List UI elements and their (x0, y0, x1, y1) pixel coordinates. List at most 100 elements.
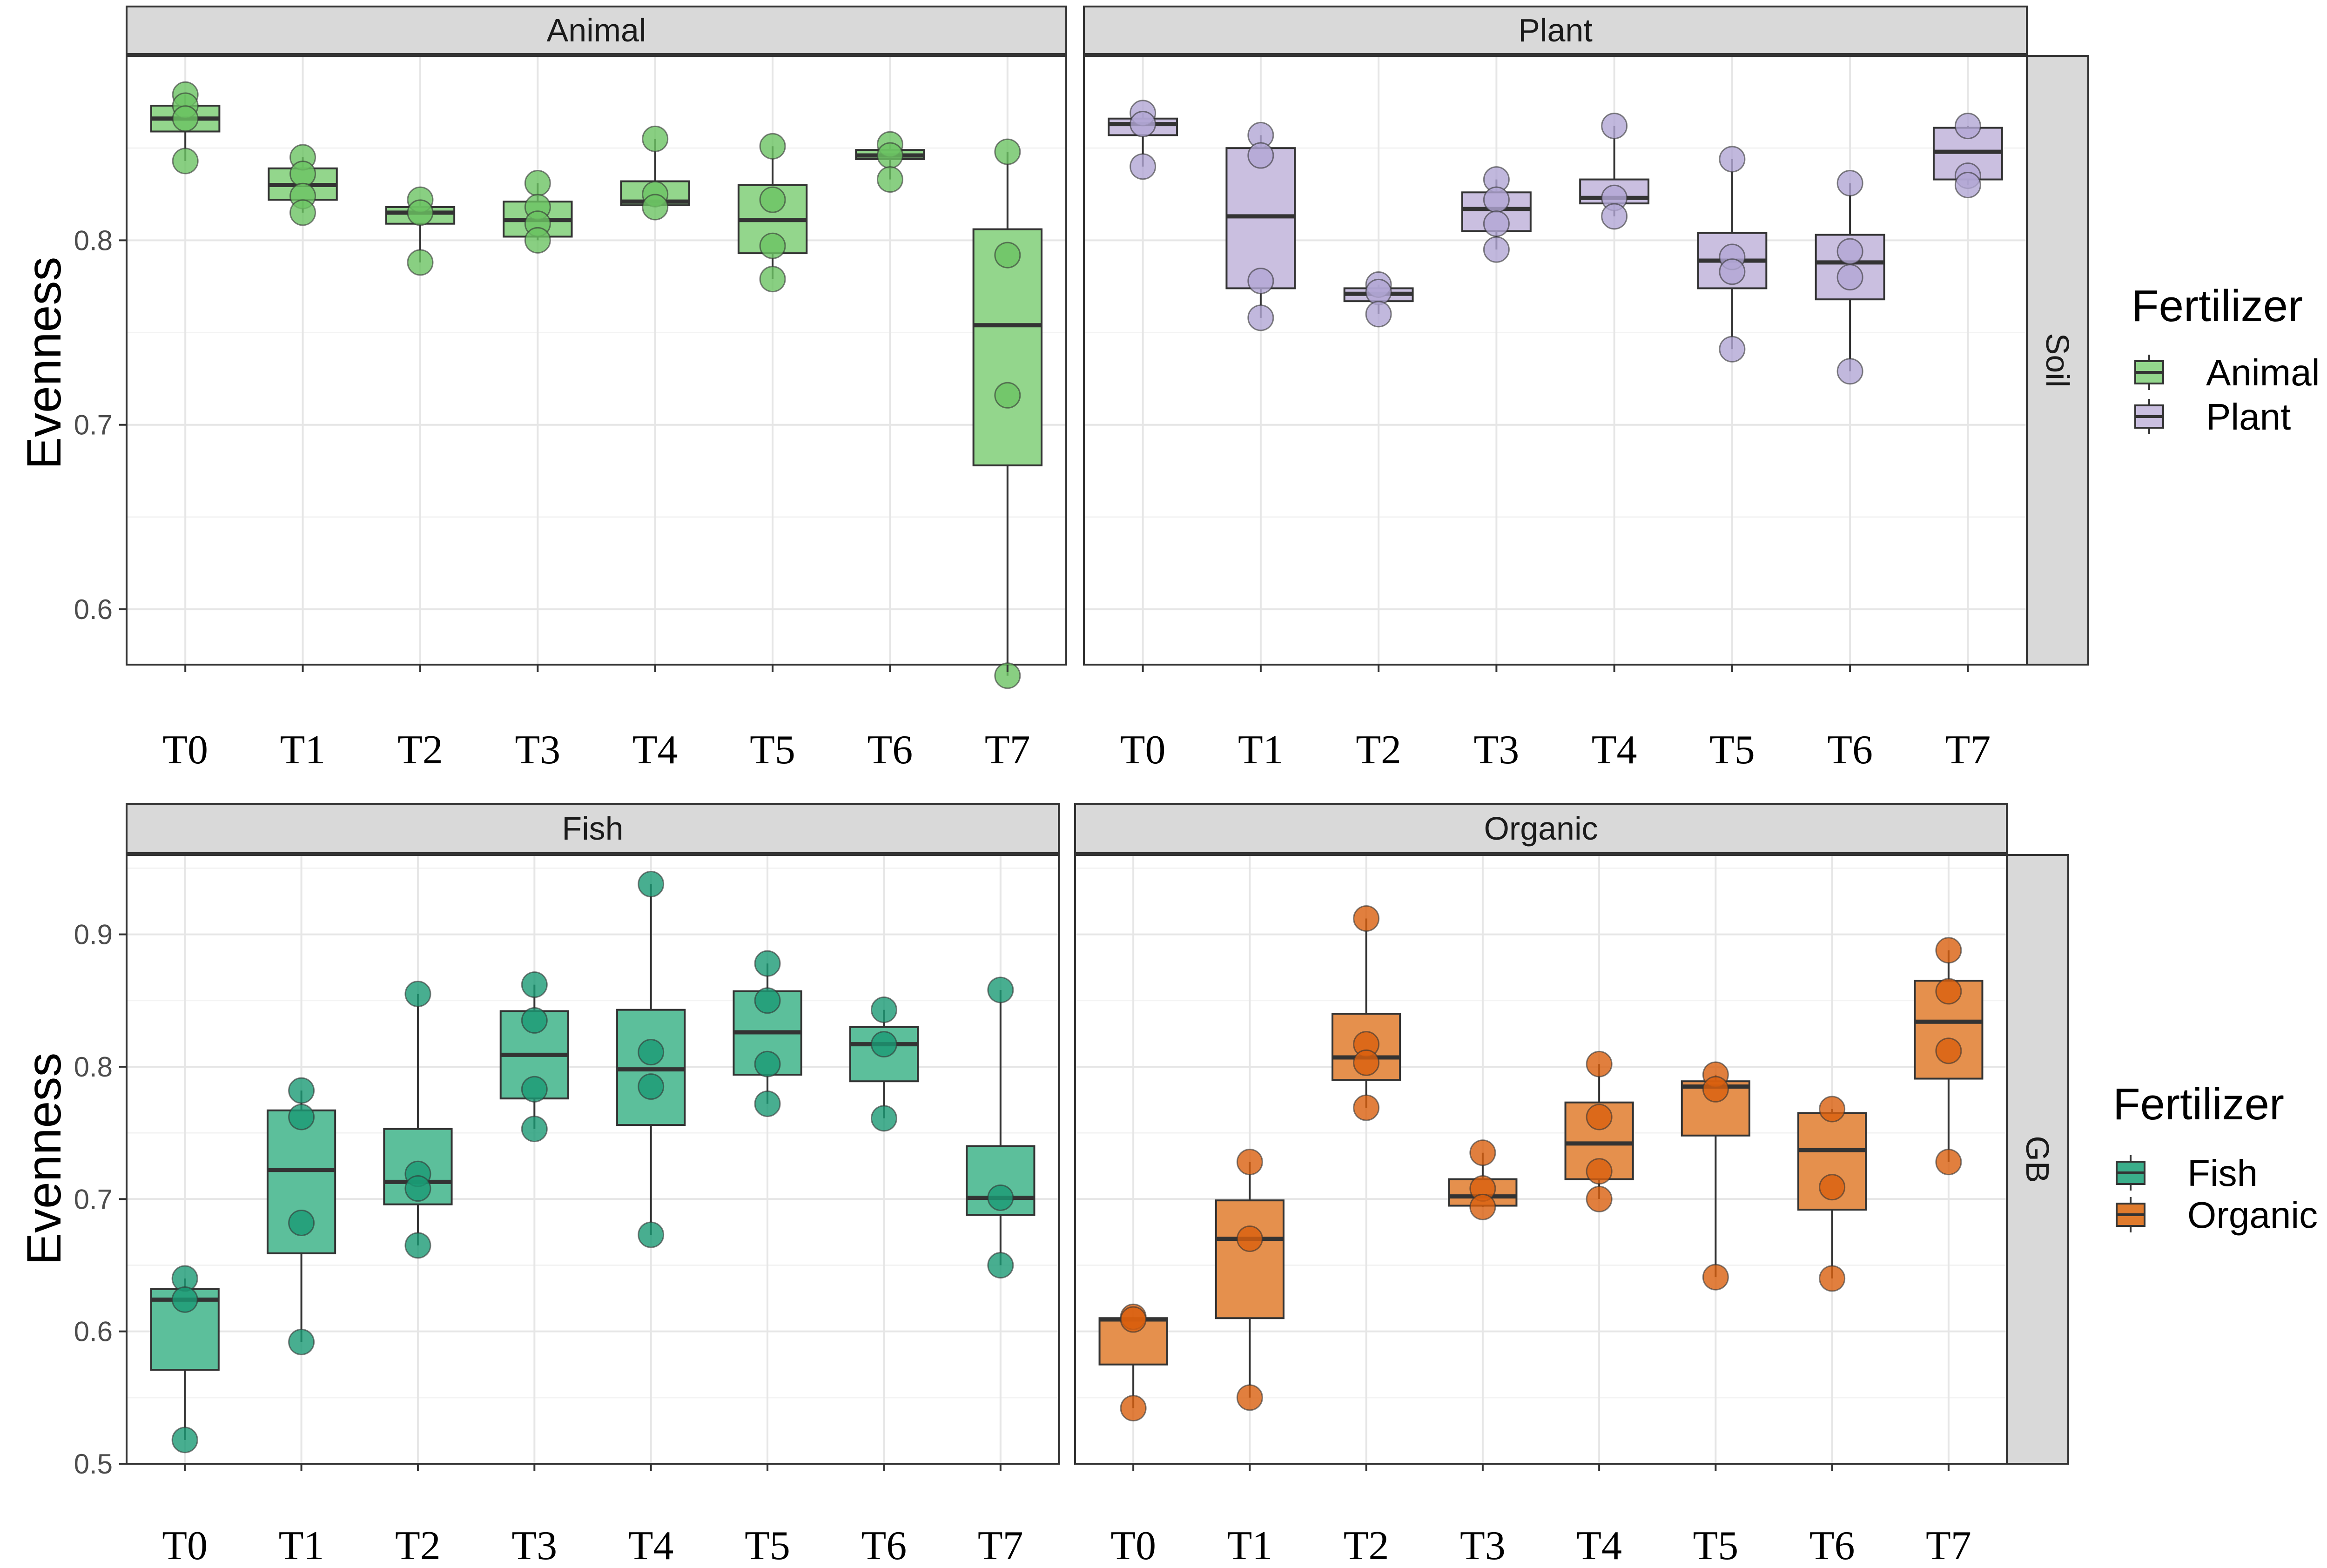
data-point (754, 950, 781, 977)
facet-panel-plant: Plant T0 T1 T2 T3 T4 T5 T6 T7 (1083, 6, 2028, 773)
data-point (1130, 153, 1157, 180)
data-point (289, 161, 316, 188)
data-point (1353, 905, 1380, 932)
data-point (1601, 203, 1628, 230)
x-tick-label: T7 (978, 1523, 1023, 1568)
data-point (870, 1105, 897, 1132)
data-point (1586, 1158, 1613, 1185)
legend-label: Organic (2187, 1194, 2318, 1236)
data-point (994, 242, 1021, 269)
data-point (1819, 1174, 1846, 1201)
box-T5 (733, 950, 802, 1117)
facet-strip (126, 803, 1060, 854)
panel-background (126, 55, 1067, 666)
box-T0 (1108, 100, 1178, 180)
panel-background (1074, 854, 2008, 1465)
y-tick-label: 0.5 (74, 1448, 113, 1480)
x-tick-label: T1 (1238, 727, 1284, 773)
box-T3 (1461, 166, 1532, 263)
data-point (987, 976, 1014, 1003)
legend-label: Fish (2187, 1152, 2258, 1194)
box-T0 (150, 81, 221, 175)
data-point (521, 1076, 548, 1103)
x-tick-label: T3 (511, 1523, 557, 1568)
data-point (1935, 937, 1962, 964)
data-point (1586, 1050, 1613, 1077)
data-point (994, 138, 1021, 165)
data-point (1702, 1076, 1729, 1103)
facet-panel-fish: Fish T0 T1 T2 T3 T4 T5 T6 T7 0.5 0.6 0.7 0.8 0.9 (74, 803, 1060, 1568)
data-point (521, 1116, 548, 1143)
legend-key (2116, 1155, 2145, 1191)
x-tick-label: T4 (632, 727, 678, 773)
data-point (876, 142, 903, 169)
legend-key (2134, 399, 2164, 434)
data-point (987, 1184, 1014, 1211)
data-point (754, 1050, 781, 1077)
box-T2 (1332, 905, 1401, 1121)
x-tick-label: T0 (162, 1523, 208, 1568)
y-tick-label: 0.9 (74, 919, 113, 950)
box-T7 (966, 976, 1036, 1279)
box-T6 (849, 996, 919, 1132)
box-T1 (268, 144, 338, 226)
box-T5 (1697, 146, 1768, 363)
data-point (1365, 278, 1392, 305)
data-point (1586, 1185, 1613, 1212)
x-tick-label: T5 (1693, 1523, 1738, 1568)
box-T3 (1448, 1139, 1518, 1220)
data-point (1819, 1265, 1846, 1292)
box-T4 (1579, 113, 1650, 230)
data-point (404, 1175, 431, 1202)
x-tick-label: T0 (1120, 727, 1166, 773)
box-T4 (1564, 1050, 1634, 1212)
data-point (521, 971, 548, 998)
legend-label: Plant (2206, 396, 2291, 437)
data-point (1836, 169, 1863, 196)
x-tick-label: T3 (1473, 727, 1519, 773)
data-point (407, 249, 434, 276)
data-point (870, 1031, 897, 1058)
data-point (1483, 186, 1510, 213)
x-tick-label: T6 (1827, 727, 1873, 773)
box-T6 (855, 131, 925, 193)
data-point (1483, 210, 1510, 237)
data-point (1935, 1037, 1962, 1064)
box-T2 (383, 981, 453, 1259)
x-tick-label: T5 (1709, 727, 1755, 773)
data-point (1236, 1384, 1263, 1411)
data-point (1469, 1193, 1496, 1220)
data-point (1819, 1096, 1846, 1123)
box-T5 (1681, 1061, 1750, 1291)
panel-background (1083, 55, 2028, 666)
box-T1 (1215, 1149, 1285, 1411)
x-tick-label: T7 (1926, 1523, 1971, 1568)
data-point (524, 169, 551, 196)
legend-title: Fertilizer (2113, 1079, 2284, 1129)
box-body (1215, 1199, 1285, 1319)
row-strip-label: Soil (2039, 333, 2076, 388)
y-tick-label: 0.8 (74, 225, 113, 256)
facet-strip-label: Plant (1518, 12, 1593, 48)
data-point (754, 1090, 781, 1117)
data-point (404, 981, 431, 1008)
x-tick-label: T0 (162, 727, 208, 773)
data-point (759, 266, 786, 293)
data-point (1601, 113, 1628, 140)
box-T7 (1932, 113, 2003, 198)
x-tick-label: T3 (515, 727, 560, 773)
x-tick-label: T4 (628, 1523, 674, 1568)
y-tick-label: 0.8 (74, 1051, 113, 1083)
x-tick-label: T4 (1576, 1523, 1622, 1568)
data-point (289, 199, 316, 226)
data-point (1483, 236, 1510, 263)
box-T6 (1815, 169, 1885, 385)
y-axis-label: Evenness (17, 257, 71, 470)
box-T7 (972, 138, 1043, 689)
legend-key (2116, 1197, 2145, 1232)
facet-panel-animal: Animal T0 T1 T2 T3 T4 T5 T6 T7 0.6 0.7 0.8 (74, 6, 1067, 773)
facet-strip (1083, 6, 2028, 55)
